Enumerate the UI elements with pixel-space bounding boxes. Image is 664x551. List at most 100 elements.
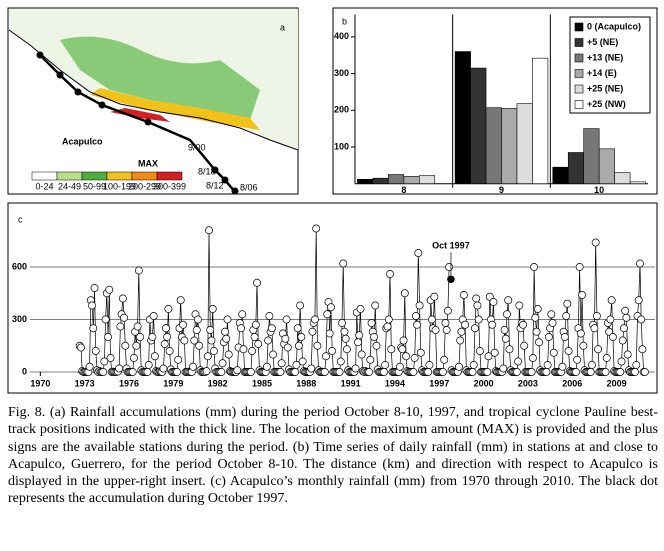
point xyxy=(342,345,351,354)
point xyxy=(165,347,174,355)
point xyxy=(372,341,381,350)
line-frame xyxy=(7,202,658,394)
point xyxy=(471,324,479,333)
legend-swatch xyxy=(574,100,584,109)
point xyxy=(430,292,439,301)
point xyxy=(560,333,569,341)
point xyxy=(586,368,595,376)
point xyxy=(253,278,261,287)
point xyxy=(512,368,521,376)
point xyxy=(416,348,425,357)
point xyxy=(602,354,611,362)
point xyxy=(85,362,94,371)
point xyxy=(398,345,407,354)
point xyxy=(622,313,631,322)
point xyxy=(425,361,434,369)
y-tick-label: 200 xyxy=(334,105,349,115)
point xyxy=(616,368,625,376)
bar xyxy=(532,57,549,185)
track-label: 9/00 xyxy=(188,142,206,152)
place-label: MAX xyxy=(138,158,158,168)
point xyxy=(192,326,201,334)
point xyxy=(575,263,584,271)
point xyxy=(564,347,573,355)
point xyxy=(99,368,108,376)
point xyxy=(163,333,172,341)
place-label: Acapulco xyxy=(62,136,103,146)
legend-swatch xyxy=(574,53,584,63)
track-point xyxy=(231,187,239,195)
point xyxy=(320,368,329,376)
bar xyxy=(454,51,471,185)
point xyxy=(203,352,212,361)
legend-label: 24-49 xyxy=(58,181,81,191)
coastline xyxy=(8,29,299,151)
point xyxy=(514,357,523,366)
point xyxy=(174,355,183,364)
point xyxy=(264,336,273,345)
point xyxy=(116,322,125,331)
point xyxy=(89,324,98,333)
point xyxy=(148,333,157,341)
point xyxy=(572,368,580,376)
point xyxy=(223,315,232,324)
point xyxy=(505,345,514,354)
point xyxy=(381,361,390,369)
point xyxy=(592,312,601,320)
point xyxy=(588,361,596,369)
point xyxy=(634,296,643,305)
legend-swatch xyxy=(574,38,584,47)
legend-label: 200-299 xyxy=(128,181,161,191)
track-point xyxy=(211,166,219,174)
point xyxy=(217,368,226,376)
point xyxy=(456,336,465,345)
point xyxy=(104,333,113,341)
legend-swatch xyxy=(131,171,158,181)
point xyxy=(101,315,110,324)
point xyxy=(562,312,571,320)
point xyxy=(206,326,215,334)
x-tick-label: 1979 xyxy=(163,378,183,388)
track-point xyxy=(74,88,82,96)
point xyxy=(308,327,317,336)
legend-label: 0 (Acapulco) xyxy=(587,21,641,31)
legend-swatch xyxy=(81,171,108,181)
point xyxy=(326,303,335,312)
point xyxy=(591,238,600,247)
point xyxy=(632,361,641,369)
panel-label: a xyxy=(280,22,285,32)
rain-area xyxy=(110,108,170,122)
point xyxy=(445,263,454,271)
legend-swatch xyxy=(574,84,584,94)
point xyxy=(276,368,285,376)
point xyxy=(365,368,374,376)
point xyxy=(269,350,278,359)
point xyxy=(469,361,478,369)
point xyxy=(133,322,142,331)
point xyxy=(224,350,233,359)
point xyxy=(427,315,436,324)
point xyxy=(543,361,552,369)
point xyxy=(341,334,350,343)
point xyxy=(248,347,257,355)
point xyxy=(535,338,543,347)
track-point xyxy=(144,118,152,126)
legend-label: +13 (NE) xyxy=(587,52,623,62)
point xyxy=(601,368,610,376)
point xyxy=(77,343,85,352)
point xyxy=(475,347,484,355)
point xyxy=(357,350,366,359)
point xyxy=(483,368,492,376)
point xyxy=(128,368,137,376)
point xyxy=(399,336,408,345)
x-tick-label: 8 xyxy=(401,185,406,195)
point xyxy=(402,352,410,361)
point xyxy=(607,296,616,305)
x-tick-label: 1982 xyxy=(208,378,228,388)
point xyxy=(386,270,394,278)
point xyxy=(384,315,393,324)
point xyxy=(339,259,348,268)
point xyxy=(527,368,536,376)
legend-swatch xyxy=(156,171,183,181)
point xyxy=(91,347,100,355)
